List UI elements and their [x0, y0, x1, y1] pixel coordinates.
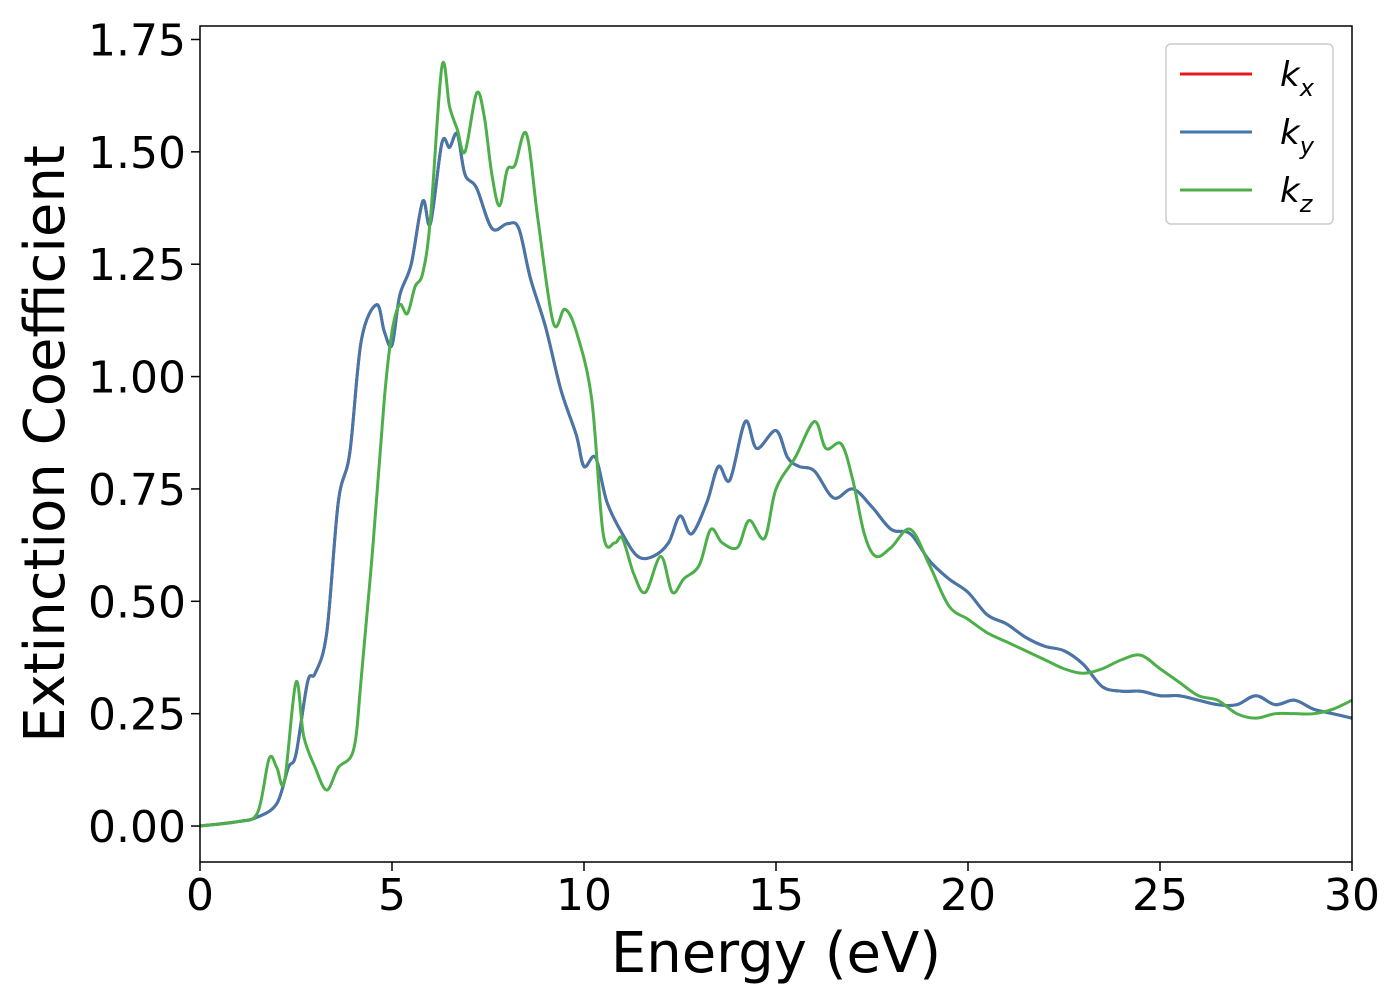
y-tick-label: 1.75 — [88, 15, 186, 66]
x-axis-title: Energy (eV) — [611, 921, 941, 986]
legend-label-subscript: y — [1299, 132, 1315, 160]
x-tick-label: 5 — [378, 870, 406, 921]
y-tick-label: 0.75 — [88, 465, 186, 516]
legend-label-main: k — [1280, 113, 1301, 153]
x-tick-label: 30 — [1324, 870, 1380, 921]
x-tick-label: 0 — [186, 870, 214, 921]
series-line-ky — [200, 131, 1352, 828]
x-axis: 0 5 10 15 20 25 30 — [186, 862, 1380, 921]
y-axis-title: Extinction Coefficient — [13, 145, 78, 743]
legend-label-kz: kz — [1280, 171, 1314, 218]
y-axis: 0.00 0.25 0.50 0.75 1.00 1.25 1.50 1.75 — [88, 15, 200, 853]
y-tick-label: 0.25 — [88, 690, 186, 741]
y-tick-label: 1.00 — [88, 353, 186, 404]
series-line-kx — [200, 131, 1352, 828]
x-tick-label: 15 — [748, 870, 804, 921]
legend-label-subscript: z — [1299, 190, 1314, 218]
legend-label-main: k — [1280, 55, 1301, 95]
y-tick-label: 1.50 — [88, 128, 186, 179]
x-tick-label: 25 — [1132, 870, 1188, 921]
x-tick-label: 10 — [556, 870, 612, 921]
legend-label-ky: ky — [1280, 113, 1315, 160]
y-tick-label: 0.50 — [88, 577, 186, 628]
x-tick-label: 20 — [940, 870, 996, 921]
legend-label-subscript: x — [1299, 74, 1315, 102]
legend-box — [1165, 43, 1334, 225]
y-tick-label: 0.00 — [88, 802, 186, 853]
series-layer — [200, 61, 1352, 828]
legend-label-main: k — [1280, 171, 1301, 211]
legend-label-kx: kx — [1280, 55, 1315, 102]
series-line-kz — [200, 61, 1352, 828]
y-tick-label: 1.25 — [88, 240, 186, 291]
